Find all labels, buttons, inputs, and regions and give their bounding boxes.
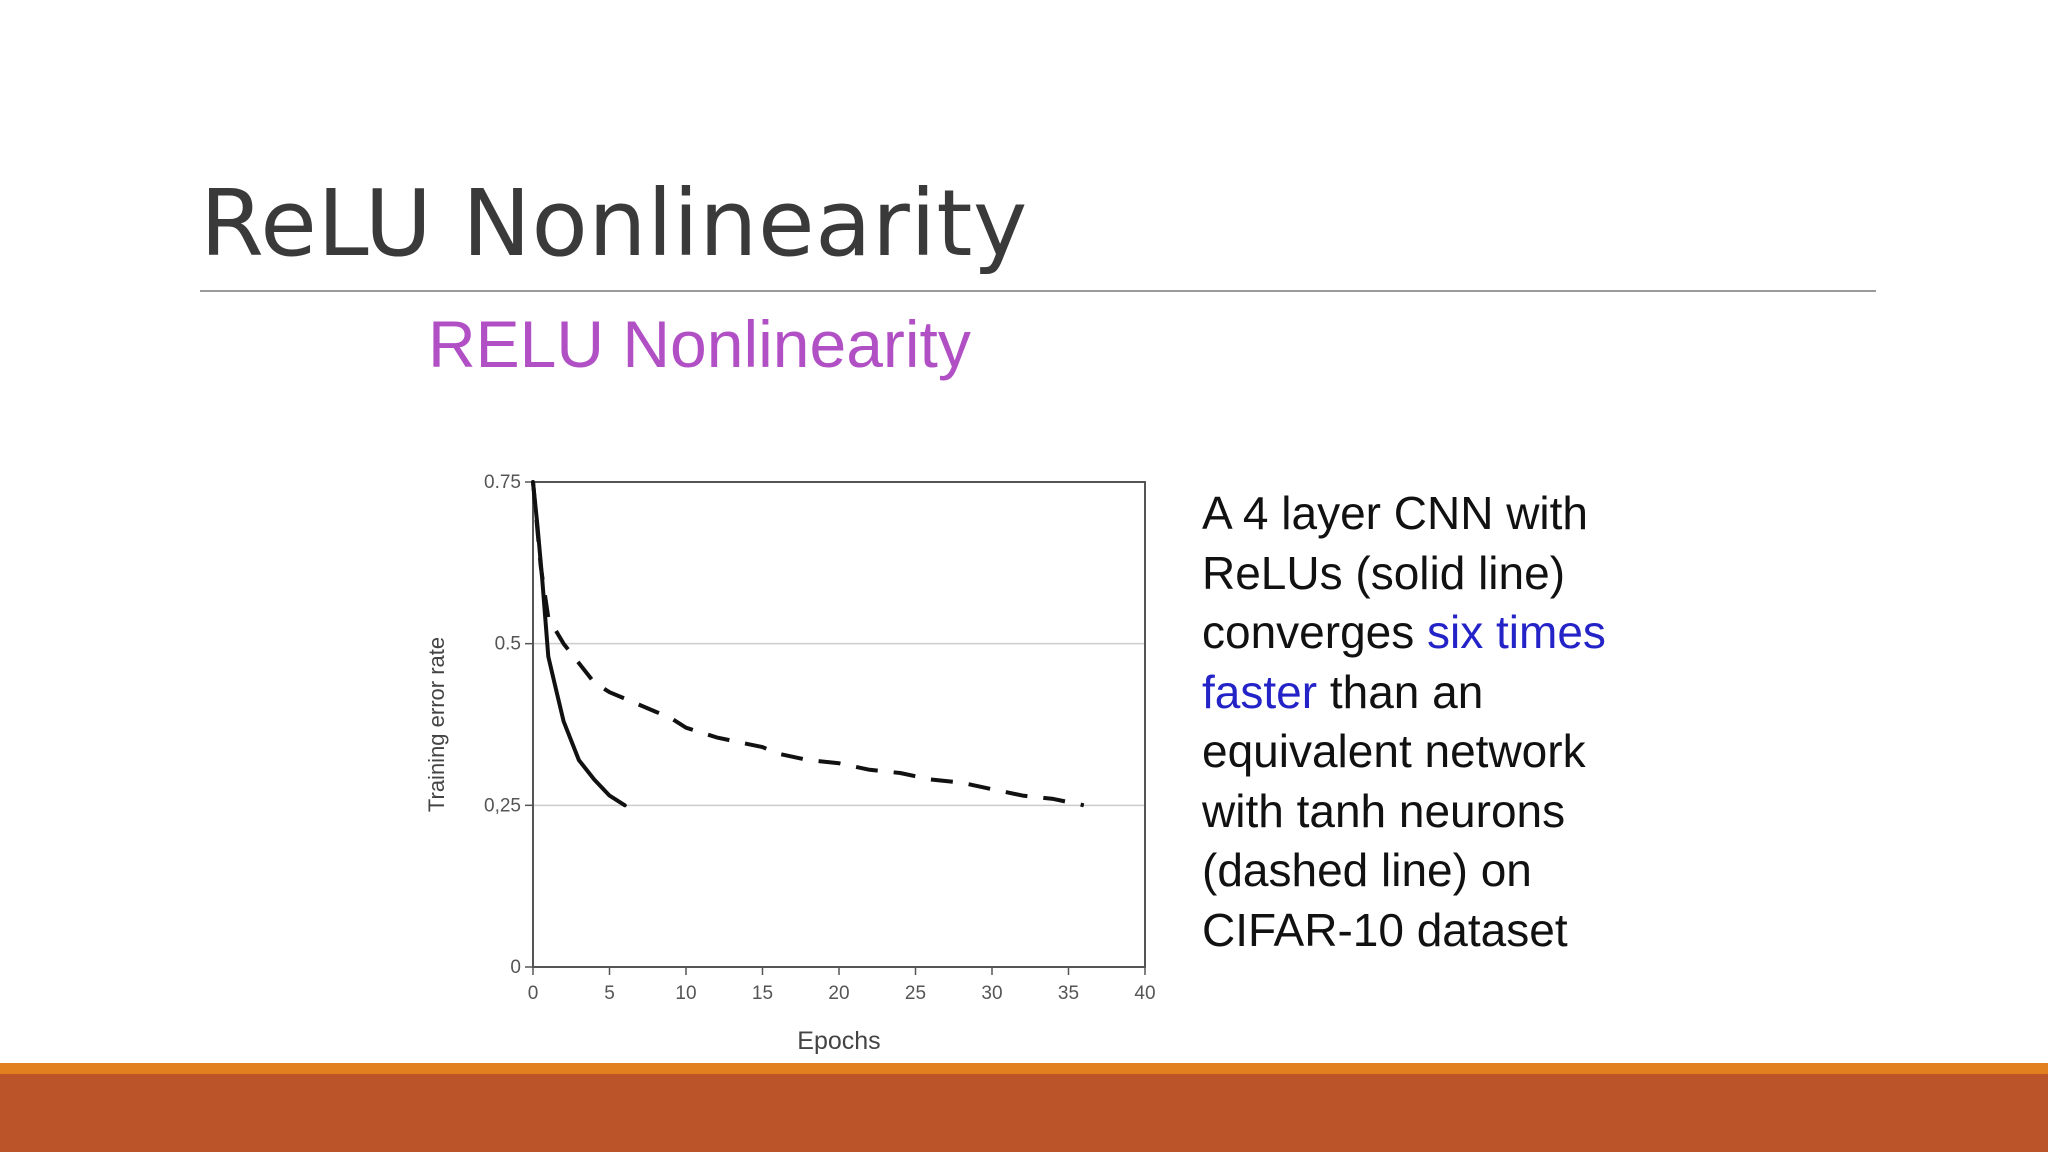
caption-part-2: than an equivalent network with tanh neu…	[1202, 665, 1586, 956]
y-axis-label: Training error rate	[424, 637, 449, 812]
x-tick-label: 40	[1134, 983, 1155, 1004]
x-tick-label: 25	[905, 983, 926, 1004]
relu-solid-line	[531, 480, 627, 808]
footer-bar	[0, 1074, 2048, 1152]
y-tick-label: 0,25	[484, 795, 521, 816]
axis-ticks: 0 5 10 15 20 25 30 35 40 0 0,25 0.5 0.75	[484, 472, 1156, 1004]
grid-lines	[533, 642, 1145, 807]
tanh-dashed-line	[531, 481, 1085, 808]
caption-highlight: six times faster	[1202, 606, 1606, 718]
footer-accent-bar	[0, 1063, 2048, 1074]
chart-title: RELU Nonlinearity	[428, 307, 971, 381]
x-tick-label: 30	[981, 983, 1002, 1004]
title-divider	[200, 290, 1876, 292]
x-tick-label: 10	[675, 983, 696, 1004]
x-tick-label: 0	[528, 983, 539, 1004]
plot-frame	[532, 481, 1146, 968]
slide-title: ReLU Nonlinearity	[200, 170, 1028, 277]
x-tick-label: 15	[752, 983, 773, 1004]
training-error-chart: 0 5 10 15 20 25 30 35 40 0 0,25 0.5 0.75 Epochs Trai…	[424, 472, 1156, 1055]
caption-part-1: A 4 layer CNN with ReLUs (solid line) co…	[1202, 487, 1589, 658]
series-lines	[531, 480, 1085, 808]
x-axis-label: Epochs	[797, 1027, 880, 1055]
y-tick-label: 0.5	[495, 634, 521, 655]
x-tick-label: 5	[604, 983, 615, 1004]
caption-text: A 4 layer CNN with ReLUs (solid line) co…	[1202, 484, 1672, 960]
y-tick-label: 0.75	[484, 472, 521, 493]
y-tick-label: 0	[510, 957, 521, 978]
x-tick-label: 20	[828, 983, 849, 1004]
x-tick-label: 35	[1058, 983, 1079, 1004]
